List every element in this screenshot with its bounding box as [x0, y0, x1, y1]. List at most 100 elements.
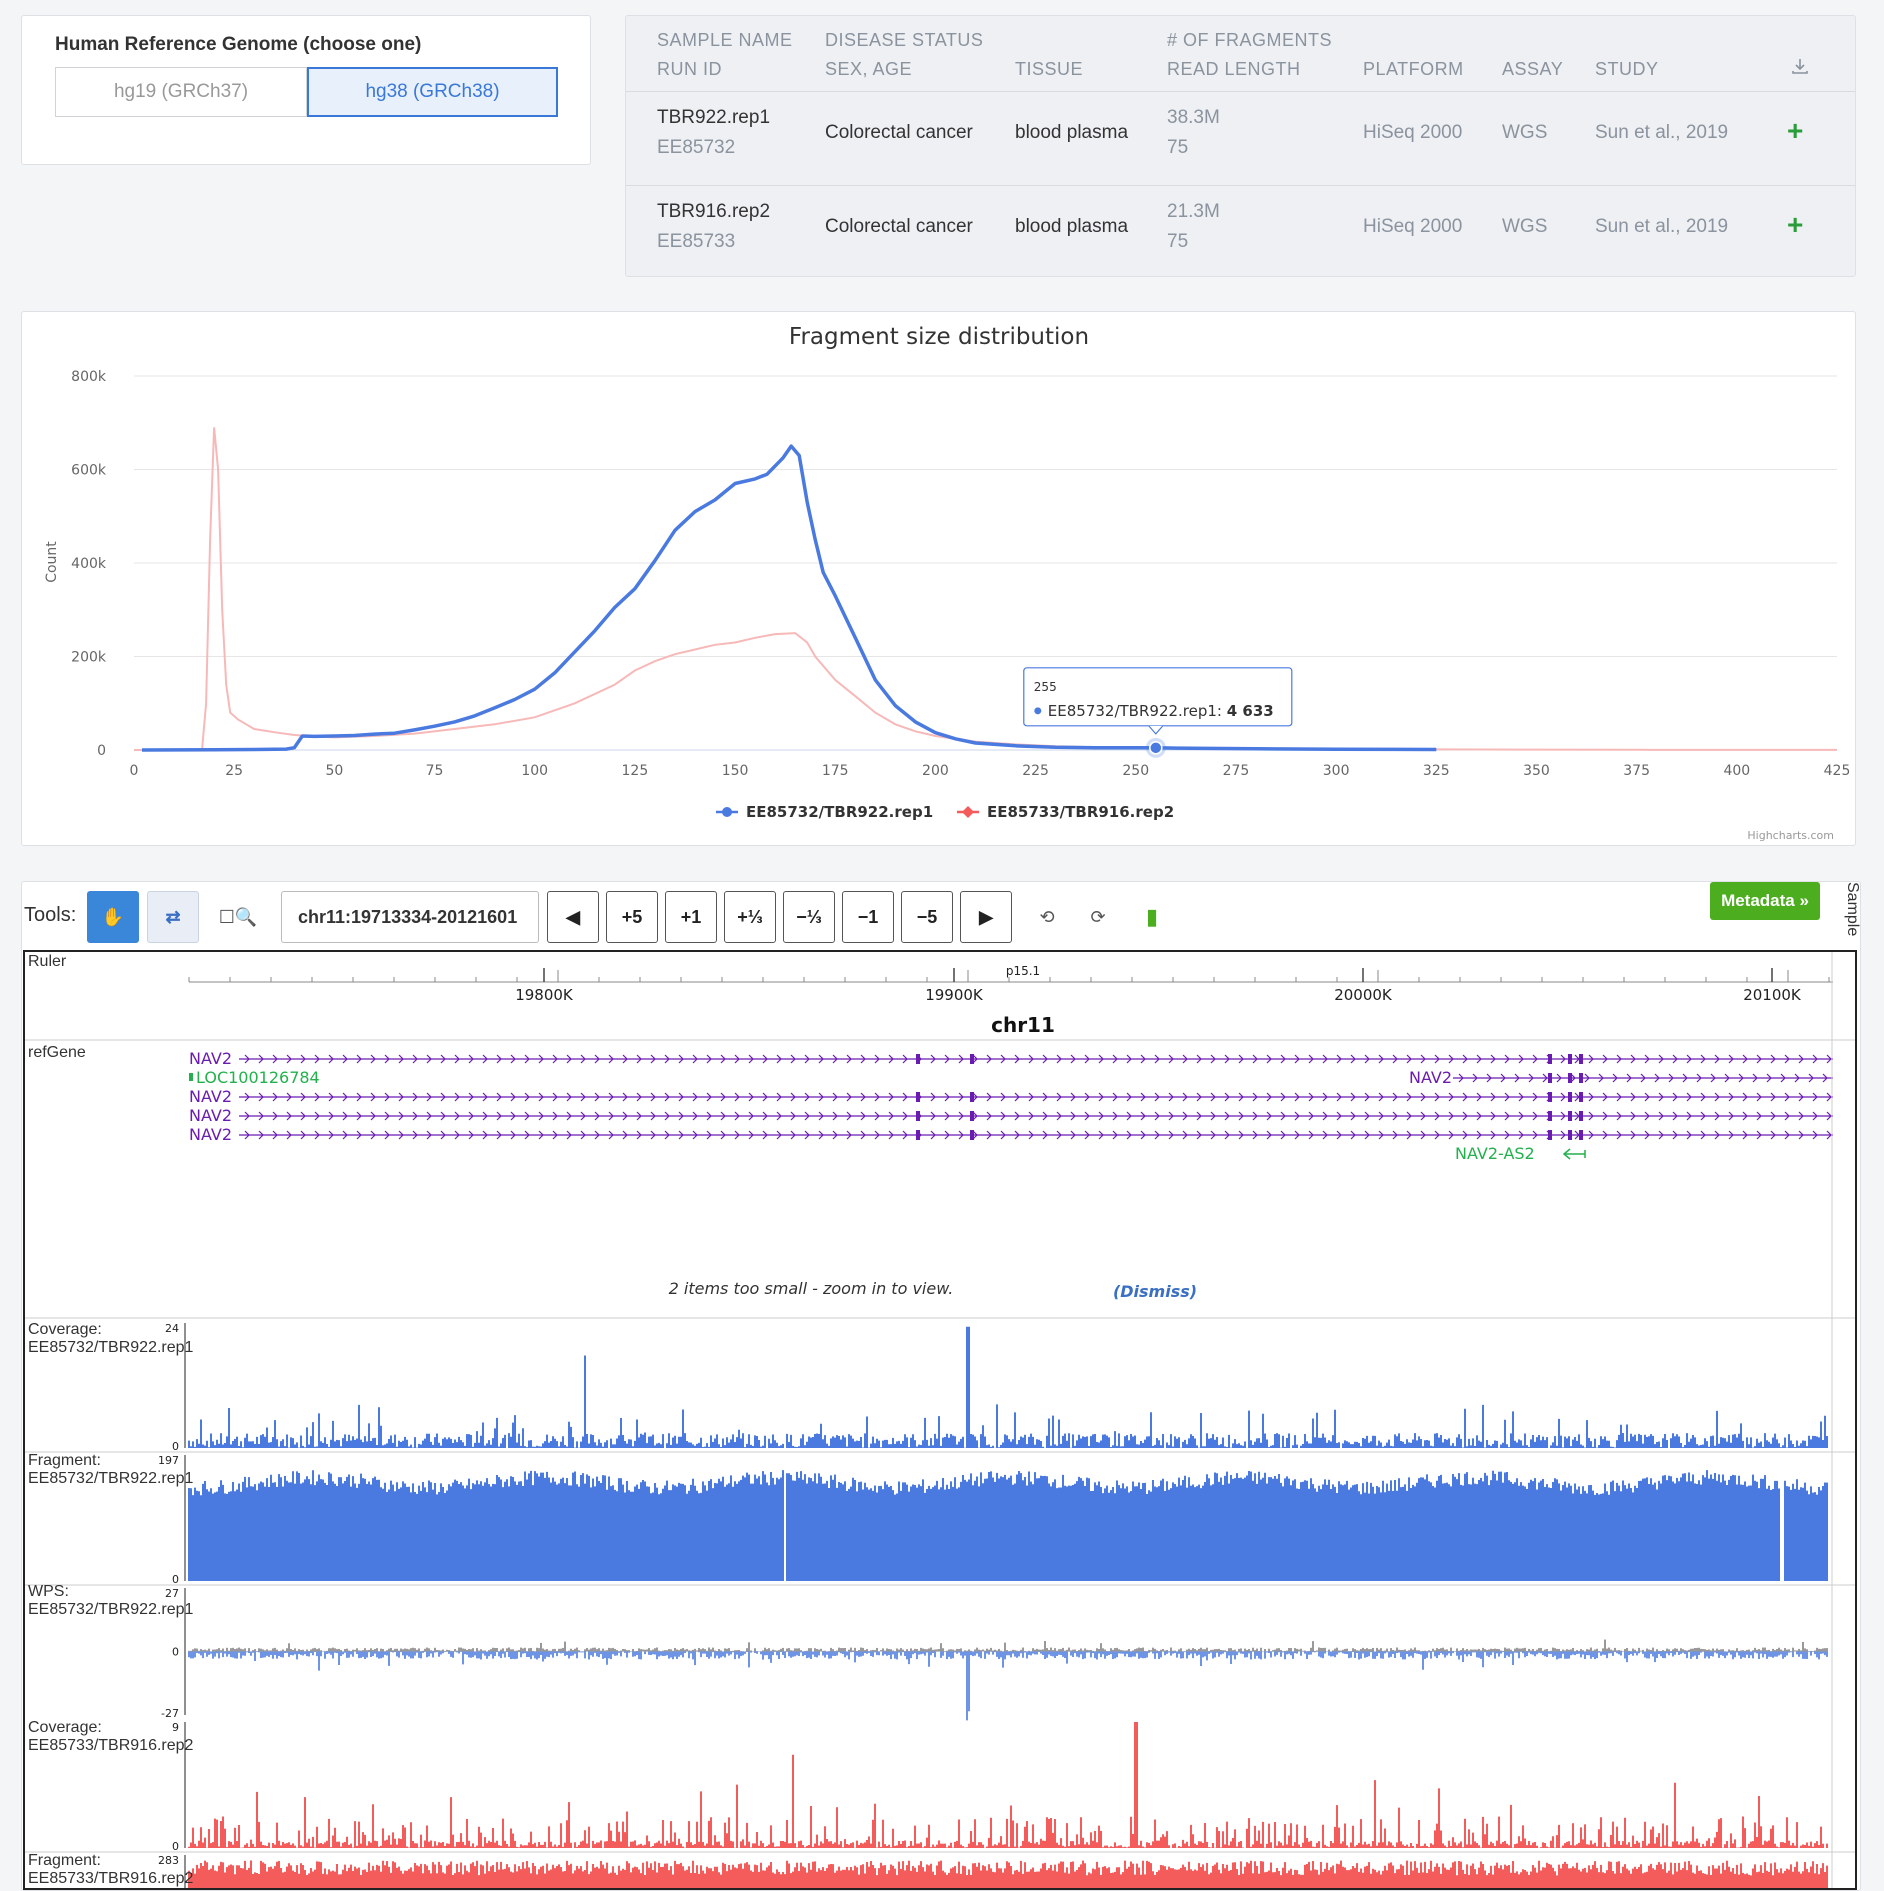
strand-arrow: [524, 1130, 530, 1140]
hover-point[interactable]: [1149, 741, 1163, 755]
strand-arrow: [496, 1111, 502, 1121]
zoom-out-third-button[interactable]: −⅓: [783, 891, 835, 943]
add-sample-button[interactable]: +: [1787, 115, 1804, 146]
shuffle-tool-button[interactable]: ⇄: [147, 891, 199, 943]
series-line-ee85732[interactable]: [141, 444, 1437, 752]
gene-label[interactable]: NAV2: [189, 1125, 232, 1144]
strand-arrow: [1756, 1130, 1762, 1140]
zoom-in-third-button[interactable]: +⅓: [724, 891, 776, 943]
genome-option-hg19[interactable]: hg19 (GRCh37): [55, 67, 307, 117]
signal-track[interactable]: 24 0: [25, 1322, 1857, 1453]
legend-marker-diamond[interactable]: [962, 806, 974, 818]
track-label[interactable]: Fragment: EE85732/TBR922.rep1: [28, 1452, 194, 1487]
strand-arrow: [1392, 1130, 1398, 1140]
track-area[interactable]: Ruler p15.1 19800K 19900K 20000K 20100K …: [23, 950, 1857, 1890]
strand-arrow: [272, 1130, 278, 1140]
strand-arrow: [1518, 1111, 1524, 1121]
track-label[interactable]: Coverage: EE85733/TBR916.rep2: [28, 1719, 194, 1754]
undo-icon[interactable]: ⟲: [1039, 906, 1055, 927]
gene-label[interactable]: NAV2-AS2: [1455, 1144, 1535, 1163]
strand-arrow: [1794, 1073, 1800, 1083]
gene-label[interactable]: NAV2: [1409, 1068, 1452, 1087]
hand-tool-button[interactable]: ✋: [87, 891, 139, 943]
zoom-select-tool-button[interactable]: ☐🔍: [208, 891, 268, 943]
zoom-out-1-button[interactable]: −1: [842, 891, 894, 943]
strand-arrow: [1294, 1111, 1300, 1121]
strand-arrow: [1210, 1111, 1216, 1121]
legend-item-label[interactable]: EE85732/TBR922.rep1: [746, 803, 933, 821]
strand-arrow: [1154, 1111, 1160, 1121]
chart-legend[interactable]: EE85732/TBR922.rep1 EE85733/TBR916.rep2: [716, 803, 1174, 821]
nav-right-button[interactable]: ▶: [960, 891, 1012, 943]
legend-item-label[interactable]: EE85733/TBR916.rep2: [987, 803, 1174, 821]
strand-arrow: [1014, 1111, 1020, 1121]
add-sample-button[interactable]: +: [1787, 209, 1804, 240]
gene-block[interactable]: [189, 1073, 193, 1081]
track-max-label: 283: [158, 1854, 179, 1867]
header-platform[interactable]: PLATFORM: [1363, 59, 1464, 79]
strand-arrow: [1742, 1130, 1748, 1140]
tracks-svg: p15.1 19800K 19900K 20000K 20100K chr11 …: [25, 952, 1857, 1890]
strand-arrow: [1042, 1130, 1048, 1140]
metadata-button[interactable]: Metadata »: [1710, 882, 1820, 920]
header-fragments[interactable]: # OF FRAGMENTS: [1167, 30, 1333, 50]
strand-arrow: [1042, 1092, 1048, 1102]
gene-label[interactable]: NAV2: [189, 1049, 232, 1068]
header-tissue[interactable]: TISSUE: [1015, 59, 1084, 79]
refgene-label[interactable]: refGene: [28, 1044, 86, 1061]
strand-arrow: [566, 1054, 572, 1064]
strand-arrow: [1448, 1054, 1454, 1064]
strand-arrow: [650, 1130, 656, 1140]
strand-arrow: [706, 1054, 712, 1064]
chart-credits[interactable]: Highcharts.com: [1747, 829, 1834, 842]
cell-tissue: blood plasma: [1015, 122, 1129, 143]
zoom-in-1-button[interactable]: +1: [665, 891, 717, 943]
book-icon[interactable]: ▮: [1145, 904, 1159, 929]
strand-arrow: [1098, 1092, 1104, 1102]
header-sex-age[interactable]: SEX, AGE: [825, 59, 913, 79]
download-icon[interactable]: [1791, 55, 1809, 84]
track-label[interactable]: Fragment: EE85733/TBR916.rep2: [28, 1852, 194, 1887]
header-disease-status[interactable]: DISEASE STATUS: [825, 30, 984, 50]
strand-arrow: [1140, 1111, 1146, 1121]
track-label[interactable]: Coverage: EE85732/TBR922.rep1: [28, 1321, 194, 1356]
table-row[interactable]: TBR922.rep1 EE85732 Colorectal cancer bl…: [626, 91, 1855, 185]
gene-label[interactable]: LOC100126784: [196, 1068, 320, 1087]
redo-icon[interactable]: ⟳: [1090, 906, 1106, 927]
signal-track[interactable]: 283: [25, 1854, 1857, 1890]
locus-input[interactable]: chr11:19713334-20121601: [281, 891, 539, 943]
gene-label[interactable]: NAV2: [189, 1106, 232, 1125]
strand-arrow: [1798, 1111, 1804, 1121]
ruler-label[interactable]: Ruler: [28, 953, 67, 970]
strand-arrow: [538, 1130, 544, 1140]
signal-track[interactable]: 27 -27 0: [161, 1587, 1828, 1721]
strand-arrow: [1196, 1111, 1202, 1121]
cell-disease: Colorectal cancer: [825, 216, 973, 237]
gene-label[interactable]: NAV2: [189, 1087, 232, 1106]
strand-arrow: [720, 1054, 726, 1064]
strand-arrow: [1336, 1054, 1342, 1064]
strand-arrow: [1406, 1130, 1412, 1140]
zoom-in-5-button[interactable]: +5: [606, 891, 658, 943]
strand-arrow: [1266, 1054, 1272, 1064]
genome-option-hg38[interactable]: hg38 (GRCh38): [307, 67, 558, 117]
series-line-ee85733[interactable]: [134, 427, 1837, 751]
header-run-id[interactable]: RUN ID: [657, 59, 722, 79]
sample-panel-tab[interactable]: Sample: [1844, 882, 1861, 937]
header-sample-name[interactable]: SAMPLE NAME: [657, 30, 793, 50]
header-study[interactable]: STUDY: [1595, 59, 1659, 79]
zoom-out-5-button[interactable]: −5: [901, 891, 953, 943]
legend-marker-circle[interactable]: [722, 807, 732, 817]
nav-left-button[interactable]: ◀: [547, 891, 599, 943]
table-row[interactable]: TBR916.rep2 EE85733 Colorectal cancer bl…: [626, 185, 1855, 277]
strand-arrow: [398, 1092, 404, 1102]
header-assay[interactable]: ASSAY: [1502, 59, 1564, 79]
track-label[interactable]: WPS: EE85732/TBR922.rep1: [28, 1583, 194, 1618]
dismiss-link[interactable]: (Dismiss): [1113, 1282, 1197, 1301]
strand-arrow: [1266, 1092, 1272, 1102]
header-read-length[interactable]: READ LENGTH: [1167, 59, 1301, 79]
signal-track[interactable]: 90: [25, 1721, 1857, 1853]
strand-arrow: [888, 1130, 894, 1140]
